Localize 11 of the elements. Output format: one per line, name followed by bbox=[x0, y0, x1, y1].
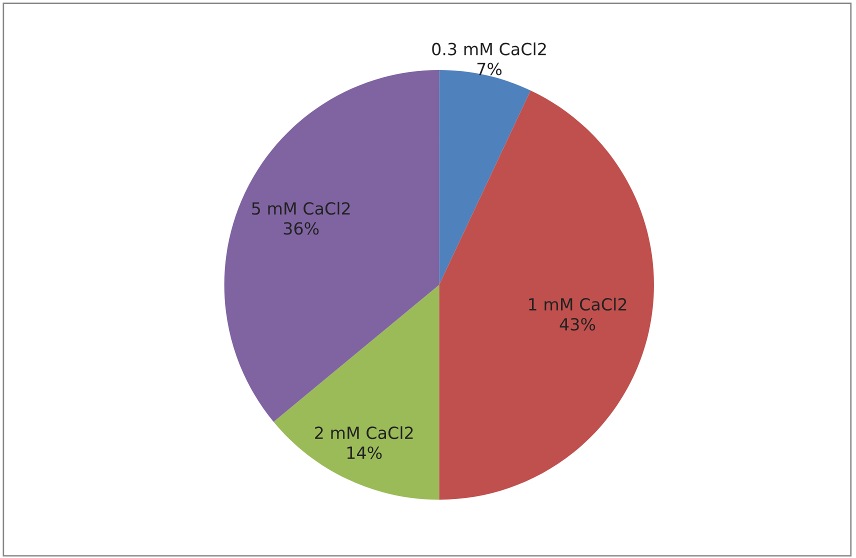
slice-label: 0.3 mM CaCl2 bbox=[432, 42, 546, 56]
slice-label: 1 mM CaCl2 bbox=[529, 298, 626, 311]
data-label: 14% bbox=[347, 446, 382, 460]
data-label: 7% bbox=[477, 62, 502, 76]
pie-slice bbox=[224, 70, 440, 422]
pie-slice bbox=[274, 284, 440, 500]
slice-label: 2 mM CaCl2 bbox=[315, 426, 413, 440]
data-label: 36% bbox=[284, 222, 319, 235]
data-label: 43% bbox=[560, 318, 596, 331]
slice-label: 5 mM CaCl2 bbox=[252, 202, 350, 215]
pie-slice bbox=[439, 90, 654, 500]
